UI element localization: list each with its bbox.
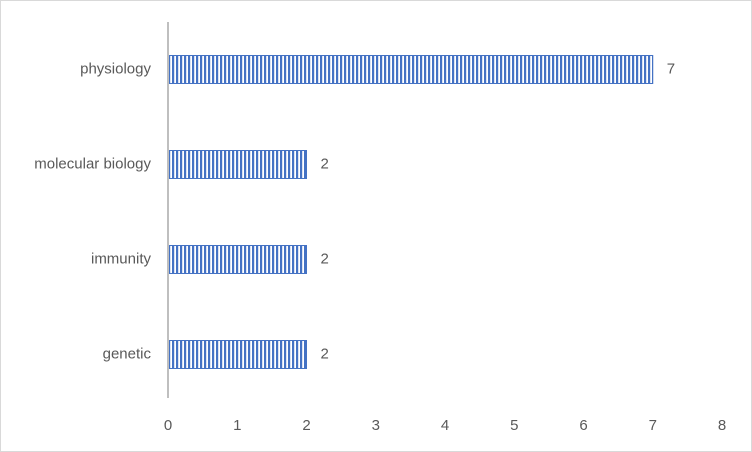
bar: [167, 150, 307, 179]
bar: [167, 340, 307, 369]
x-tick-label: 5: [510, 417, 518, 434]
y-tick-label: molecular biology: [34, 155, 151, 172]
y-tick-label: genetic: [103, 345, 152, 362]
data-label: 7: [667, 60, 675, 77]
x-tick-label: 6: [579, 417, 587, 434]
y-tick-label: immunity: [91, 250, 152, 267]
bar: [167, 245, 307, 274]
x-tick-label: 0: [164, 417, 172, 434]
x-tick-label: 3: [372, 417, 380, 434]
x-tick-label: 4: [441, 417, 449, 434]
bar: [167, 55, 654, 84]
data-label: 2: [321, 250, 329, 267]
x-tick-label: 8: [718, 417, 726, 434]
x-tick-label: 7: [649, 417, 657, 434]
x-tick-label: 2: [302, 417, 310, 434]
y-tick-label: physiology: [80, 60, 151, 77]
x-tick-label: 1: [233, 417, 241, 434]
data-label: 2: [321, 155, 329, 172]
data-label: 2: [321, 345, 329, 362]
